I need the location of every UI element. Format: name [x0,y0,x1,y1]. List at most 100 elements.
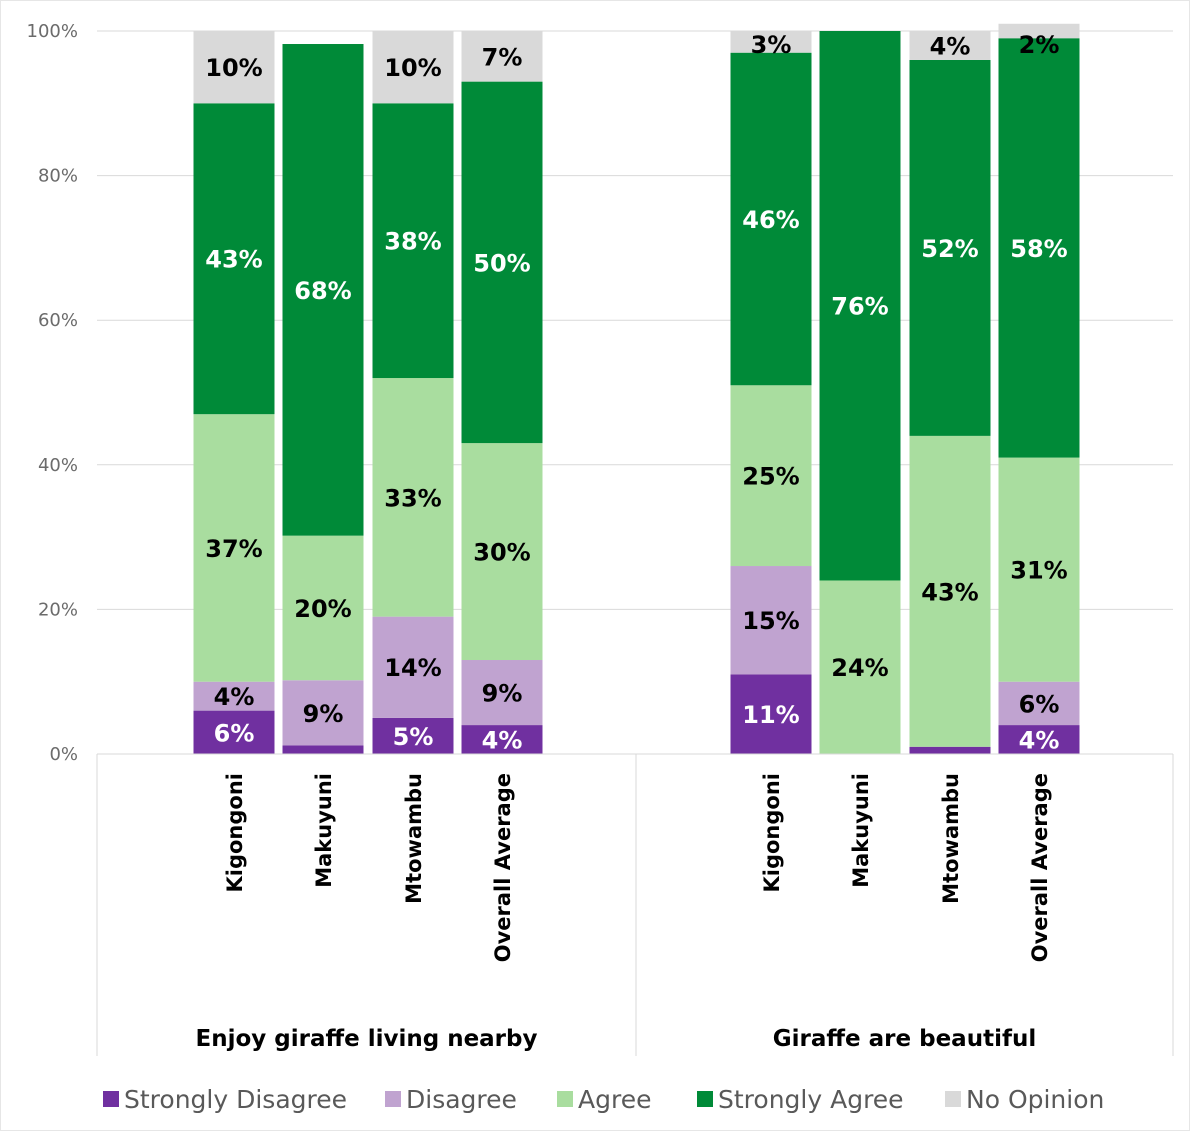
legend-label: Agree [578,1085,651,1114]
bar-segment [998,725,1080,754]
legend-label: No Opinion [966,1085,1104,1114]
x-category-label: Makuyuni [312,773,336,888]
y-tick-label: 80% [38,166,78,187]
data-label: 25% [742,463,799,491]
data-label: 3% [751,31,792,59]
bar-segment [193,681,275,711]
bar-segment [461,660,543,726]
bar-segment [730,566,812,675]
x-category-label: Kigongoni [760,773,784,893]
x-category-label: Overall Average [491,773,515,962]
y-tick-label: 40% [38,455,78,476]
bar-segment [372,31,454,104]
legend-swatch [697,1091,713,1107]
bar-segment [998,681,1080,726]
bar-segment [193,103,275,415]
data-label: 5% [393,723,434,751]
bar-segment [461,725,543,754]
x-group-label: Enjoy giraffe living nearby [195,1026,537,1052]
bar-segment [461,31,543,82]
data-label: 33% [384,484,441,512]
bar-segment [372,717,454,754]
bar-segment [193,710,275,754]
bar-segment [909,59,991,436]
data-label: 4% [214,683,255,711]
data-label: 10% [384,54,441,82]
bar-segment [998,23,1080,39]
data-label: 4% [930,32,971,60]
bar-segment [730,52,812,386]
data-label: 20% [294,595,351,623]
bar-segment [372,103,454,379]
y-axis-tick-labels: 0% 20% 40% 60% 80% 100% [27,21,78,765]
bar-series [193,23,1080,754]
data-label: 4% [482,727,523,755]
x-category-label: Overall Average [1028,773,1052,962]
bar-segment [282,535,364,681]
data-label: 52% [921,235,978,263]
bar-segment [819,580,901,754]
bar-segment [461,81,543,444]
y-tick-label: 60% [38,310,78,331]
data-labels: 6% 5% 4% 11% 4% 4% 9% 14% 9% 15% 6% 37% 20% 33% 30% 25%… [205,31,1067,755]
bar-segment [282,745,364,754]
legend-label: Disagree [406,1085,517,1114]
data-label: 31% [1010,557,1067,585]
data-label: 43% [921,578,978,606]
bar-segment [909,435,991,747]
data-label: 76% [831,293,888,321]
x-category-label: Makuyuni [849,773,873,888]
bar-segment [909,31,991,60]
bar-segment [730,674,812,754]
data-label: 58% [1010,235,1067,263]
x-category-label: Mtowambu [939,773,963,904]
bar-segment [193,414,275,682]
data-label: 68% [294,277,351,305]
data-label: 30% [473,539,530,567]
legend-swatch [945,1091,961,1107]
legend-label: Strongly Agree [718,1085,904,1114]
data-label: 50% [473,249,530,277]
bar-segment [372,616,454,718]
bar-segment [193,31,275,104]
x-category-label: Kigongoni [223,773,247,893]
bar-segment [998,457,1080,682]
bar-segment [730,31,812,53]
legend-swatch [557,1091,573,1107]
y-tick-label: 0% [49,744,78,765]
x-group-label: Giraffe are beautiful [773,1026,1036,1052]
y-tick-label: 100% [27,21,78,42]
data-label: 24% [831,654,888,682]
legend-swatch [385,1091,401,1107]
data-label: 6% [214,719,255,747]
bar-segment [998,38,1080,458]
data-label: 11% [742,701,799,729]
bar-segment [909,746,991,754]
data-label: 37% [205,535,262,563]
data-label: 15% [742,607,799,635]
data-label: 4% [1019,727,1060,755]
data-label: 38% [384,228,441,256]
legend: Strongly Disagree Disagree Agree Strongly A… [103,1085,1104,1114]
data-label: 10% [205,54,262,82]
bar-segment [819,31,901,581]
data-label: 46% [742,206,799,234]
bar-segment [282,680,364,746]
data-label: 14% [384,654,441,682]
legend-swatch [103,1091,119,1107]
x-category-label: Mtowambu [402,773,426,904]
data-label: 2% [1019,31,1060,59]
x-axis: Kigongoni Makuyuni Mtowambu Overall Average… [96,753,1174,1056]
data-label: 6% [1019,690,1060,718]
data-label: 9% [482,680,523,708]
y-tick-label: 20% [38,599,78,620]
bar-segment [282,44,364,536]
legend-label: Strongly Disagree [124,1085,347,1114]
bar-segment [730,385,812,567]
bar-segment [372,378,454,617]
data-label: 9% [303,700,344,728]
bar-segment [461,443,543,661]
data-label: 43% [205,246,262,274]
data-label: 7% [482,43,523,71]
